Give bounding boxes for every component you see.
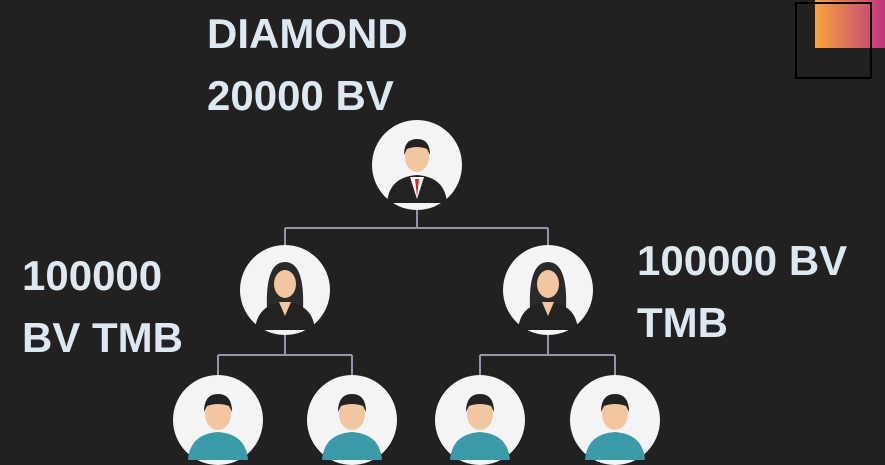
left-label: BV TMB <box>22 314 183 361</box>
avatar-child <box>570 375 660 465</box>
page: DIAMOND 20000 BV 100000 BV TMB 100000 BV… <box>0 0 885 465</box>
left-label: 100000 <box>22 252 162 299</box>
right-label: TMB <box>637 299 728 346</box>
top-label: 20000 BV <box>207 72 394 119</box>
avatar-child <box>435 375 525 465</box>
avatar-child <box>307 375 397 465</box>
avatar-left <box>240 245 330 335</box>
diagram: DIAMOND 20000 BV 100000 BV TMB 100000 BV… <box>0 0 885 465</box>
avatar-top <box>372 120 462 210</box>
avatar-child <box>173 375 263 465</box>
decor-gradient <box>815 0 885 48</box>
avatar-right <box>503 245 593 335</box>
right-label: 100000 BV <box>637 237 847 284</box>
top-label: DIAMOND <box>207 10 408 57</box>
